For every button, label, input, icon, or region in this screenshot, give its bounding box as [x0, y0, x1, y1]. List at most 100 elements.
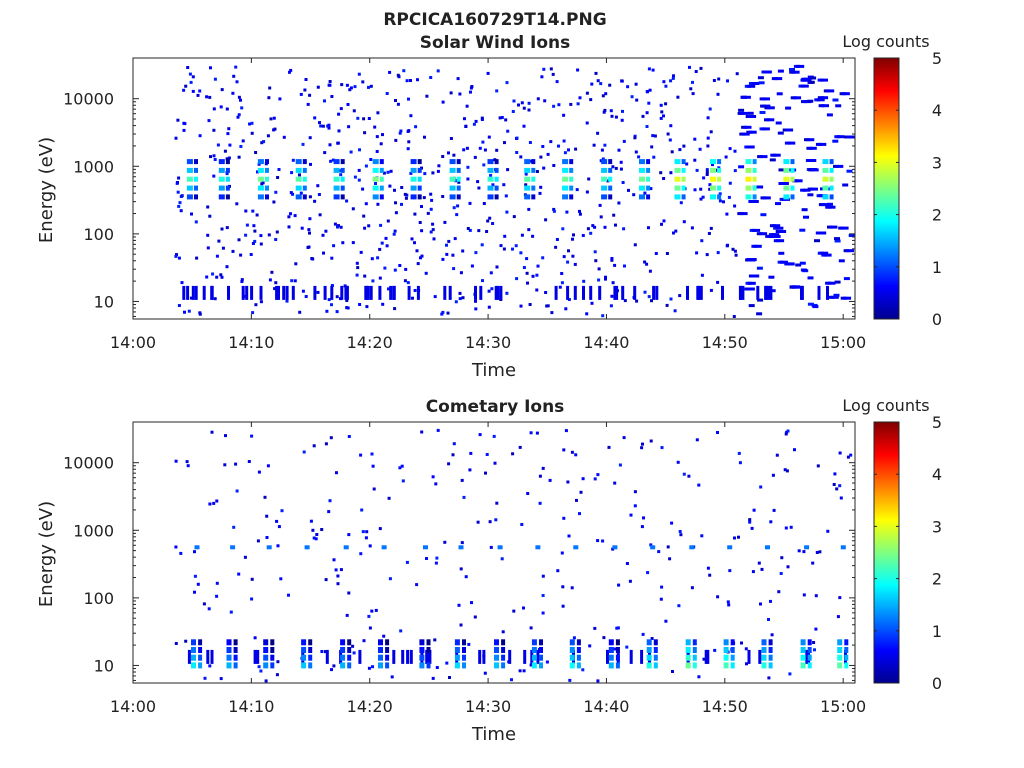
spectrogram-cell: [308, 217, 312, 221]
spectrogram-cell: [308, 136, 312, 140]
spectrogram-cell: [361, 530, 365, 534]
spectrogram-cell: [817, 285, 821, 300]
spectrogram-cell: [664, 84, 668, 88]
spectrogram-cell: [643, 260, 647, 264]
spectrogram-cell: [562, 167, 569, 173]
spectrogram-cell: [262, 140, 266, 144]
spectrogram-cell: [324, 578, 328, 582]
spectrogram-cell: [389, 285, 393, 300]
spectrogram-cell: [446, 311, 450, 315]
spectrogram-cell: [531, 274, 535, 278]
spectrogram-cell: [218, 176, 225, 182]
spectrogram-cell: [328, 499, 332, 503]
spectrogram-cell: [335, 310, 339, 314]
spectrogram-cell: [748, 304, 755, 308]
solar-wind-x-ticks: 14:00 14:10 14:20 14:30 14:40 14:50 15:00: [110, 58, 866, 352]
spectrogram-cell: [403, 192, 407, 196]
spectrogram-cell: [330, 668, 333, 672]
spectrogram-cell: [320, 528, 324, 531]
spectrogram-cell: [582, 279, 586, 283]
spectrogram-cell: [275, 673, 279, 677]
spectrogram-cell: [733, 149, 737, 153]
spectrogram-cell: [807, 302, 814, 306]
spectrogram-cell: [478, 433, 482, 437]
spectrogram-cell: [458, 92, 462, 96]
spectrogram-cell: [189, 296, 193, 300]
spectrogram-cell: [407, 97, 410, 101]
spectrogram-cell: [237, 155, 241, 159]
spectrogram-cell: [546, 152, 550, 156]
spectrogram-cell: [601, 314, 605, 318]
cometary-axes-box: [132, 421, 856, 684]
spectrogram-cell: [367, 224, 371, 228]
spectrogram-cell: [541, 145, 545, 148]
spectrogram-cell: [205, 95, 209, 99]
spectrogram-cell: [372, 185, 379, 191]
spectrogram-cell: [369, 285, 373, 300]
spectrogram-cell: [219, 273, 223, 277]
spectrogram-cell: [198, 639, 203, 646]
spectrogram-cell: [737, 451, 741, 455]
spectrogram-cell: [518, 669, 522, 673]
spectrogram-cell: [679, 201, 683, 205]
spectrogram-cell: [757, 76, 764, 80]
spectrogram-cell: [645, 262, 649, 266]
spectrogram-cell: [608, 185, 613, 191]
spectrogram-cell: [779, 572, 783, 575]
spectrogram-cell: [182, 88, 186, 92]
spectrogram-cell: [756, 312, 763, 316]
spectrogram-cell: [356, 266, 360, 270]
spectrogram-cell: [291, 158, 295, 162]
spectrogram-cell: [508, 649, 512, 664]
spectrogram-cell: [672, 74, 675, 78]
spectrogram-cell: [599, 215, 603, 219]
spectrogram-cell: [301, 654, 307, 661]
spectrogram-cell: [768, 647, 773, 653]
spectrogram-cell: [253, 229, 257, 233]
spectrogram-cell: [674, 194, 681, 200]
spectrogram-cell: [578, 212, 582, 216]
spectrogram-cell: [670, 150, 674, 154]
spectrogram-cell: [324, 650, 327, 654]
spectrogram-cell: [767, 285, 771, 300]
spectrogram-cell: [210, 285, 214, 300]
spectrogram-cell: [287, 215, 291, 219]
spectrogram-cell: [511, 110, 515, 113]
spectrogram-cell: [826, 285, 829, 300]
spectrogram-cell: [524, 172, 528, 176]
spectrogram-cell: [603, 143, 607, 147]
spectrogram-cell: [646, 647, 652, 653]
spectrogram-cell: [295, 194, 302, 200]
spectrogram-cell: [410, 167, 417, 173]
spectrogram-cell: [685, 639, 691, 646]
spectrogram-cell: [206, 246, 210, 250]
spectrogram-cell: [706, 649, 710, 664]
spectrogram-cell: [627, 188, 630, 192]
spectrogram-cell: [804, 545, 810, 550]
spectrogram-cell: [255, 213, 259, 217]
spectrogram-cell: [647, 295, 651, 299]
spectrogram-cell: [359, 453, 363, 457]
spectrogram-cell: [340, 654, 346, 661]
spectrogram-cell: [576, 662, 581, 669]
spectrogram-cell: [681, 176, 686, 182]
spectrogram-cell: [571, 254, 575, 258]
spectrogram-cell: [174, 254, 178, 258]
spectrogram-cell: [494, 647, 499, 653]
spectrogram-cell: [302, 450, 306, 454]
spectrogram-cell: [250, 285, 254, 300]
spectrogram-cell: [383, 266, 387, 270]
spectrogram-cell: [492, 434, 496, 438]
spectrogram-cell: [365, 305, 369, 309]
spectrogram-cell: [820, 96, 829, 100]
spectrogram-cell: [487, 305, 491, 309]
spectrogram-cell: [487, 289, 491, 293]
spectrogram-cell: [462, 495, 466, 499]
spectrogram-cell: [558, 285, 562, 289]
spectrogram-cell: [256, 170, 259, 174]
spectrogram-cell: [522, 124, 526, 128]
spectrogram-cell: [259, 285, 263, 300]
spectrogram-cell: [340, 647, 346, 653]
spectrogram-cell: [640, 525, 644, 529]
spectrogram-cell: [321, 233, 325, 237]
